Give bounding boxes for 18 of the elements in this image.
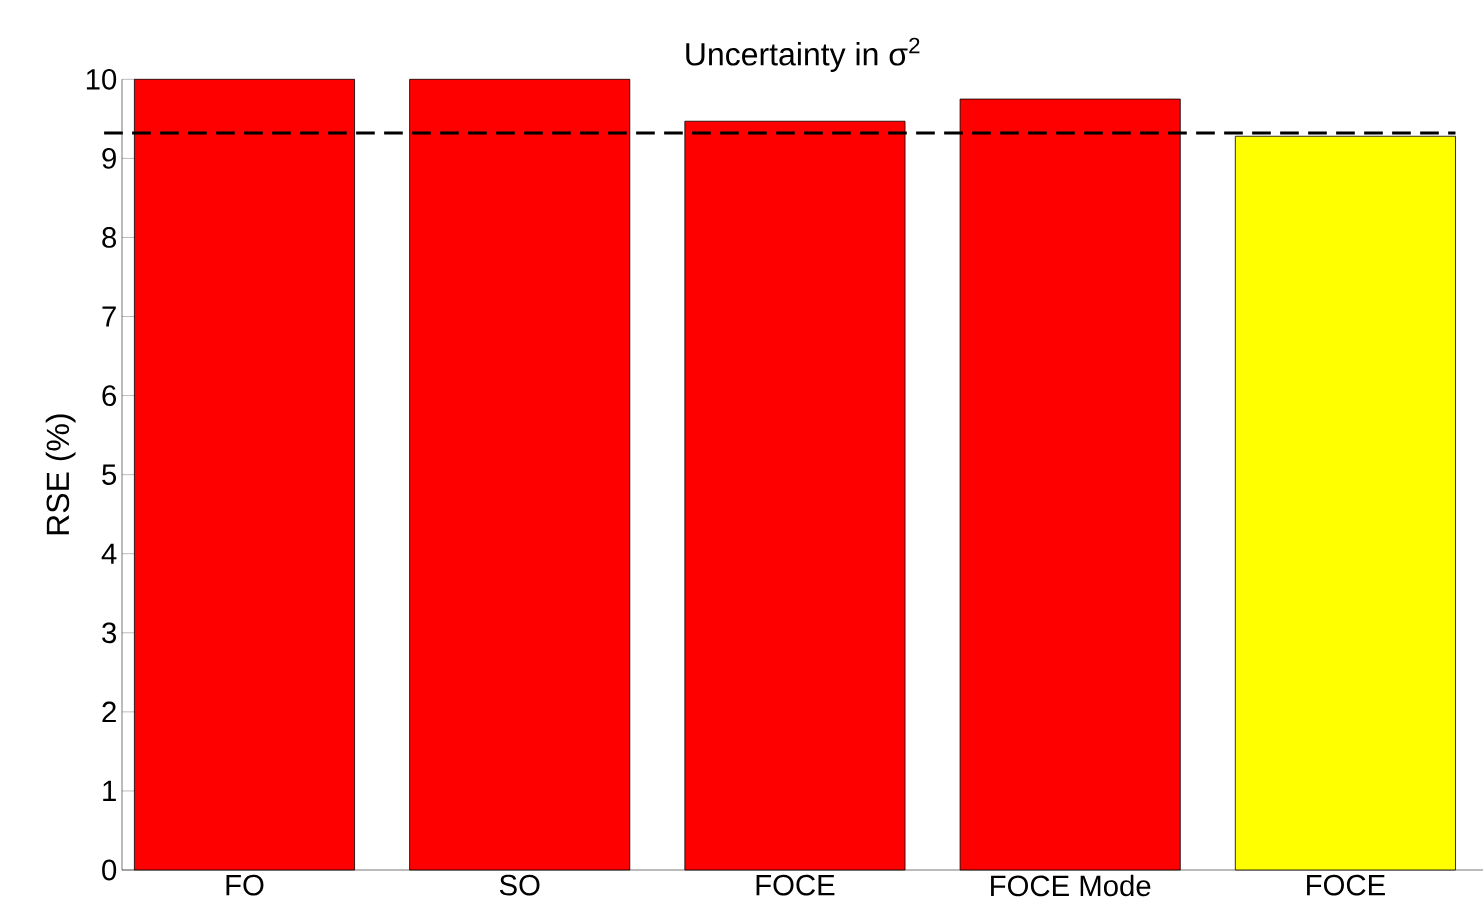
x-tick-label: FOCE bbox=[1307, 874, 1385, 896]
x-tick-label: SO bbox=[499, 874, 540, 896]
x-tick-label: FOCE bbox=[756, 874, 835, 896]
x-tick-label: FOCE Mode bbox=[991, 874, 1151, 897]
y-tick-label: 3 bbox=[102, 622, 117, 644]
y-tick-label: 5 bbox=[102, 464, 117, 485]
y-tick-label: 7 bbox=[102, 306, 116, 327]
y-tick-label: 4 bbox=[101, 543, 117, 564]
y-tick-label: 8 bbox=[102, 227, 117, 248]
chart-title: Uncertainty in σ$^{2}$ bbox=[686, 37, 920, 72]
y-tick-label: 10 bbox=[86, 68, 117, 90]
x-tick-label: FO bbox=[226, 874, 264, 896]
y-tick-label: 9 bbox=[102, 148, 116, 169]
y-tick-label: 2 bbox=[102, 701, 116, 723]
y-axis-title: RSE (%) bbox=[45, 414, 76, 535]
y-tick-label: 6 bbox=[102, 385, 117, 406]
y-tick-label: 1 bbox=[103, 780, 116, 802]
y-tick-label: 0 bbox=[102, 859, 117, 881]
